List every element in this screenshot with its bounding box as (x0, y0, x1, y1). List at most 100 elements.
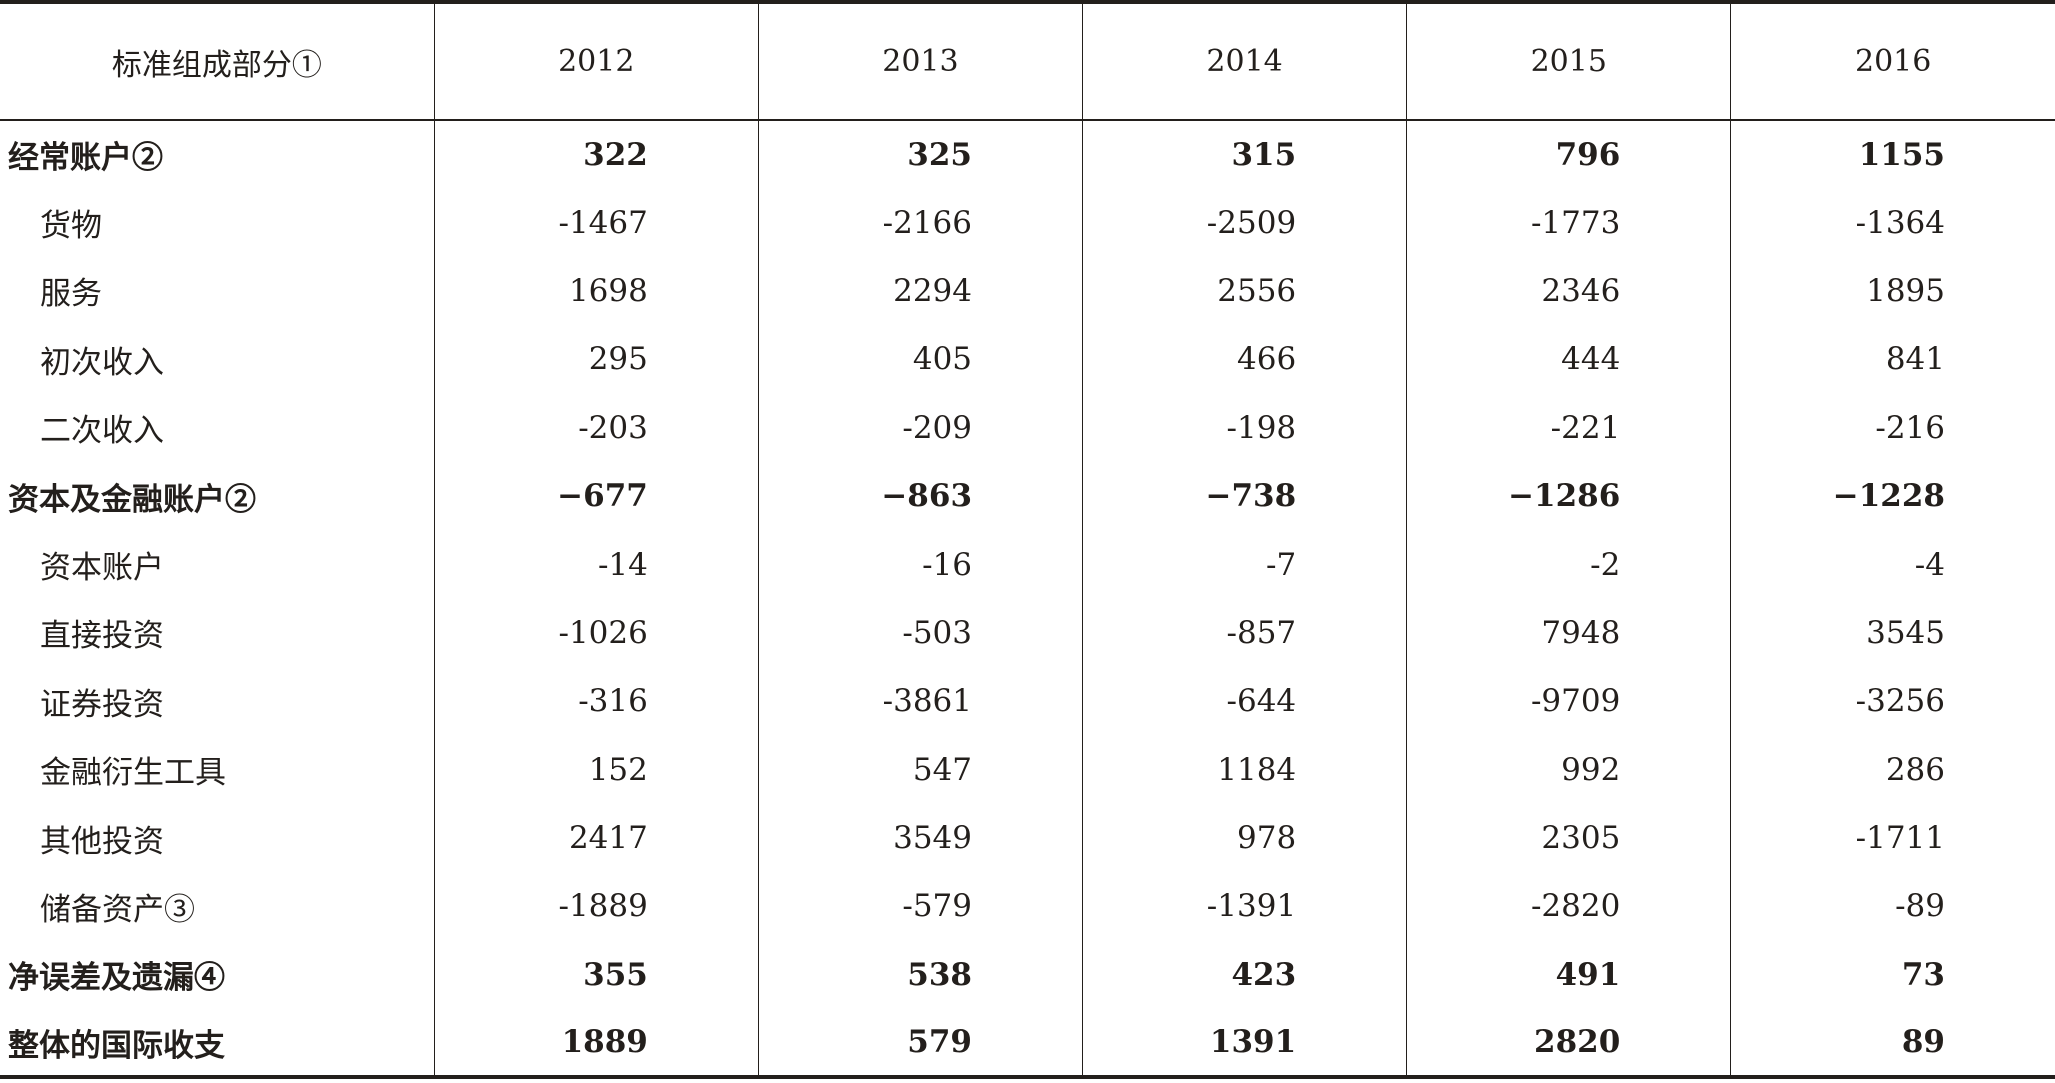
table-row: 整体的国际收支 1889 579 1391 2820 89 (0, 1009, 2055, 1080)
row-label: 资本账户 (40, 550, 164, 587)
row-value-2016: -3256 (1730, 667, 2055, 736)
row-label: 直接投资 (40, 618, 164, 655)
header-year-2016: 2016 (1730, 0, 2055, 121)
row-label: 证券投资 (40, 686, 164, 723)
row-value-2014: 466 (1082, 325, 1407, 394)
table-row: 净误差及遗漏④ 355 538 423 491 73 (0, 940, 2055, 1010)
row-value-2014: 1391 (1082, 1009, 1407, 1080)
row-value-2013: -3861 (757, 667, 1083, 736)
table-row: 储备资产③ -1889 -579 -1391 -2820 -89 (0, 872, 2055, 941)
table-row: 初次收入 295 405 466 444 841 (0, 325, 2055, 394)
row-value-2012: 2417 (433, 803, 759, 873)
row-value-2014: 978 (1082, 803, 1407, 873)
row-value-2013: -503 (757, 598, 1083, 668)
row-value-2016: −1228 (1730, 461, 2055, 531)
row-label: 其他投资 (40, 823, 164, 860)
row-value-2012: 152 (433, 735, 759, 804)
row-label: 整体的国际收支 (0, 1009, 435, 1080)
row-value-2015: -9709 (1406, 667, 1731, 736)
row-value-2014: -2509 (1082, 188, 1407, 257)
row-value-2014: 315 (1082, 120, 1407, 189)
row-value-2012: 1889 (433, 1009, 759, 1080)
row-label: 货物 (40, 208, 102, 245)
table-row: 资本及金融账户② −677 −863 −738 −1286 −1228 (0, 461, 2055, 531)
table-row: 金融衍生工具 152 547 1184 992 286 (0, 735, 2055, 804)
row-label: 金融衍生工具 (40, 755, 226, 792)
row-value-2013: 547 (757, 735, 1083, 804)
row-value-2015: −1286 (1406, 461, 1731, 531)
row-value-2014: -198 (1082, 393, 1407, 462)
row-value-2014: −738 (1082, 461, 1407, 531)
row-value-2016: -4 (1730, 530, 2055, 599)
header-year-2012: 2012 (433, 0, 759, 121)
row-value-2013: 405 (757, 325, 1083, 394)
row-value-2013: -209 (757, 393, 1083, 462)
row-value-2012: -14 (433, 530, 759, 599)
row-value-2016: 1895 (1730, 256, 2055, 326)
row-value-2015: 2305 (1406, 803, 1731, 873)
row-value-2015: 796 (1406, 120, 1731, 189)
row-value-2012: -1467 (433, 188, 759, 257)
row-value-2014: -7 (1082, 530, 1407, 599)
table-body: 经常账户② 322 325 315 796 1155 货物 -1467 -2166 -2509 -1… (0, 120, 2055, 1080)
row-value-2014: -857 (1082, 598, 1407, 668)
row-value-2015: -221 (1406, 393, 1731, 462)
row-value-2015: -1773 (1406, 188, 1731, 257)
row-value-2012: -1026 (433, 598, 759, 668)
table-row: 服务 1698 2294 2556 2346 1895 (0, 256, 2055, 326)
header-year-2015: 2015 (1406, 0, 1731, 121)
row-value-2012: 1698 (433, 256, 759, 326)
row-label: 储备资产③ (40, 891, 195, 928)
row-value-2013: 579 (757, 1009, 1083, 1080)
row-value-2016: -1364 (1730, 188, 2055, 257)
row-value-2016: 841 (1730, 325, 2055, 394)
row-value-2016: 1155 (1730, 120, 2055, 189)
row-label: 二次收入 (40, 413, 164, 450)
header-label: 标准组成部分① (0, 0, 435, 121)
row-value-2015: 7948 (1406, 598, 1731, 668)
row-value-2013: −863 (757, 461, 1083, 531)
row-label: 服务 (40, 276, 102, 313)
row-value-2013: 538 (757, 940, 1083, 1010)
row-value-2015: 444 (1406, 325, 1731, 394)
row-value-2016: -216 (1730, 393, 2055, 462)
row-value-2012: -316 (433, 667, 759, 736)
header-year-2013: 2013 (757, 0, 1083, 121)
row-value-2012: -1889 (433, 872, 759, 941)
table-row: 二次收入 -203 -209 -198 -221 -216 (0, 393, 2055, 462)
row-label: 净误差及遗漏④ (8, 960, 225, 997)
row-value-2014: -644 (1082, 667, 1407, 736)
row-value-2014: 2556 (1082, 256, 1407, 326)
row-value-2013: 325 (757, 120, 1083, 189)
row-value-2012: 295 (433, 325, 759, 394)
row-value-2013: -2166 (757, 188, 1083, 257)
row-value-2016: 89 (1730, 1009, 2055, 1080)
row-value-2016: -89 (1730, 872, 2055, 941)
row-value-2016: 73 (1730, 940, 2055, 1010)
row-value-2013: -16 (757, 530, 1083, 599)
row-label: 资本及金融账户② (8, 481, 256, 518)
table-row: 直接投资 -1026 -503 -857 7948 3545 (0, 598, 2055, 668)
row-value-2015: 491 (1406, 940, 1731, 1010)
table-row: 资本账户 -14 -16 -7 -2 -4 (0, 530, 2055, 599)
row-value-2012: -203 (433, 393, 759, 462)
row-label: 经常账户② (8, 140, 163, 177)
row-value-2013: -579 (757, 872, 1083, 941)
table-header: 标准组成部分① 2012 2013 2014 2015 2016 (0, 0, 2055, 121)
table-row: 其他投资 2417 3549 978 2305 -1711 (0, 803, 2055, 873)
row-value-2014: 1184 (1082, 735, 1407, 804)
table-row: 经常账户② 322 325 315 796 1155 (0, 120, 2055, 189)
row-value-2012: −677 (433, 461, 759, 531)
row-value-2016: -1711 (1730, 803, 2055, 873)
row-value-2013: 3549 (757, 803, 1083, 873)
header-year-2014: 2014 (1082, 0, 1407, 121)
row-value-2015: 2820 (1406, 1009, 1731, 1080)
row-value-2015: 2346 (1406, 256, 1731, 326)
row-value-2012: 322 (433, 120, 759, 189)
row-value-2014: -1391 (1082, 872, 1407, 941)
row-value-2013: 2294 (757, 256, 1083, 326)
row-value-2015: -2 (1406, 530, 1731, 599)
row-value-2015: 992 (1406, 735, 1731, 804)
